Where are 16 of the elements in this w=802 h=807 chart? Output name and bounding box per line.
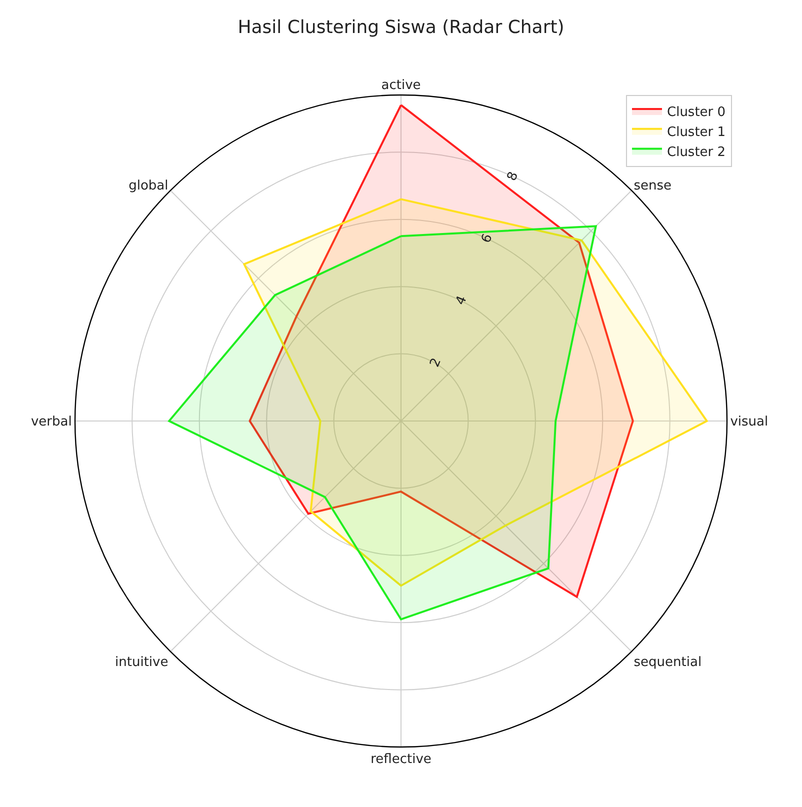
legend-label: Cluster 0	[667, 105, 726, 120]
spoke-label: sense	[634, 178, 672, 194]
y-tick-label: 4	[453, 294, 470, 308]
spoke-label: intuitive	[115, 655, 168, 670]
chart-title: Hasil Clustering Siswa (Radar Chart)	[238, 16, 564, 38]
legend-label: Cluster 2	[667, 144, 726, 160]
legend-label: Cluster 1	[667, 124, 726, 140]
y-tick-label: 2	[427, 356, 444, 370]
spoke-label: verbal	[30, 414, 72, 430]
spoke-label: sequential	[634, 655, 702, 670]
spoke-label: visual	[730, 414, 768, 430]
y-tick-label: 6	[478, 232, 496, 246]
spoke-label: global	[128, 178, 168, 194]
spoke-label: reflective	[370, 752, 432, 768]
y-tick-label: 8	[504, 170, 522, 184]
spoke-label: active	[381, 78, 421, 94]
